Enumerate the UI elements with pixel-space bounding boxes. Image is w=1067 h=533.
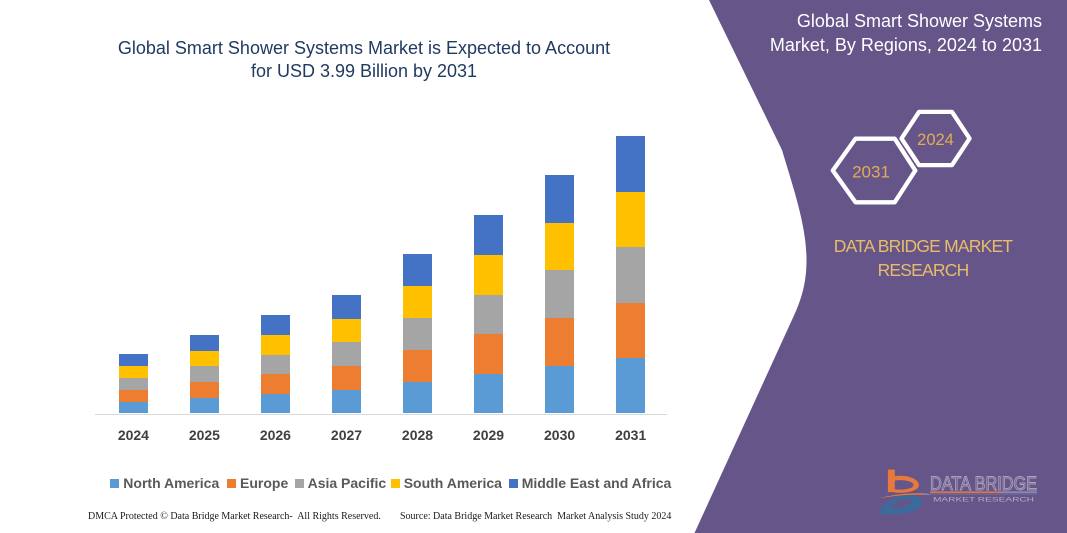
- svg-text:DATA BRIDGE: DATA BRIDGE: [930, 474, 1037, 495]
- svg-text:MARKET RESEARCH: MARKET RESEARCH: [933, 496, 1034, 503]
- svg-text:2024: 2024: [917, 131, 954, 149]
- svg-text:2031: 2031: [852, 163, 890, 182]
